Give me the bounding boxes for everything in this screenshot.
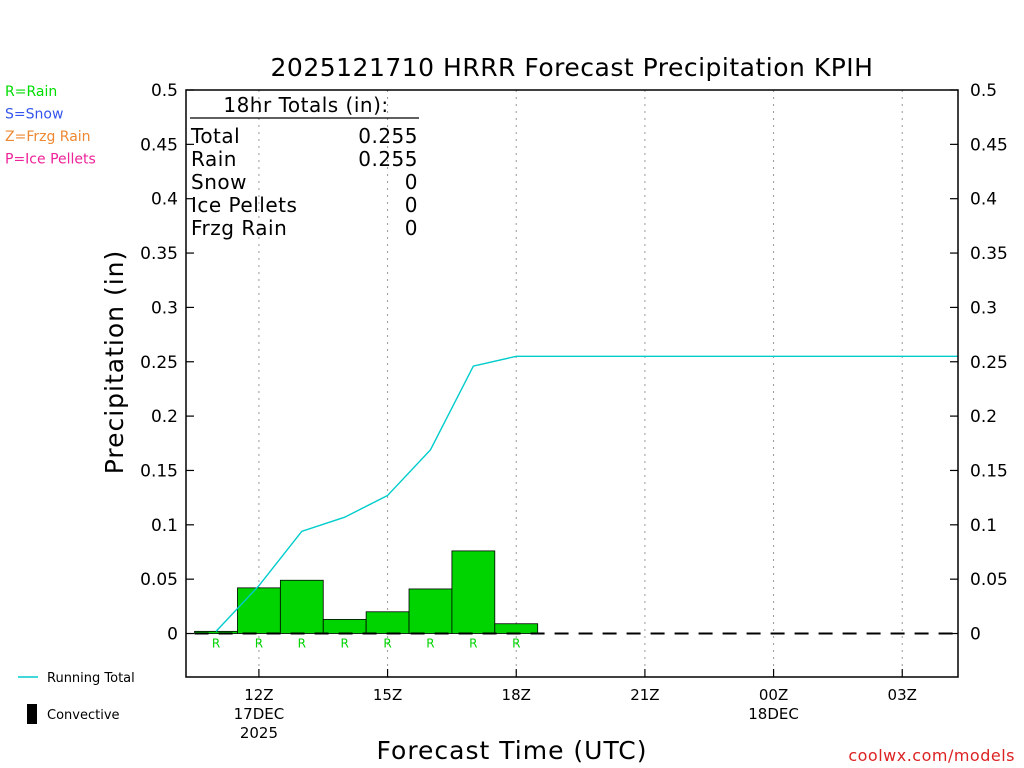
ptype-label: R bbox=[212, 637, 220, 651]
totals-row-label: Snow bbox=[191, 170, 247, 194]
totals-row-label: Ice Pellets bbox=[191, 193, 297, 217]
ptype-label: R bbox=[383, 637, 391, 651]
totals-row-value: 0 bbox=[405, 170, 418, 194]
y-tick-label-right: 0.4 bbox=[970, 190, 997, 210]
y-tick-label-left: 0.4 bbox=[151, 190, 178, 210]
ptype-legend-item: P=Ice Pellets bbox=[5, 152, 96, 168]
x-tick-label: 00Z bbox=[759, 686, 788, 704]
running-total-line bbox=[215, 355, 958, 632]
x-tick-year: 2025 bbox=[240, 724, 278, 742]
precip-bar bbox=[322, 618, 367, 634]
y-tick-label-left: 0.25 bbox=[140, 353, 178, 373]
y-tick-label-right: 0.35 bbox=[970, 244, 1008, 264]
x-tick-label: 21Z bbox=[630, 686, 659, 704]
running-total-legend-label: Running Total bbox=[47, 671, 135, 686]
totals-heading: 18hr Totals (in): bbox=[223, 93, 388, 117]
chart-title: 2025121710 HRRR Forecast Precipitation K… bbox=[271, 53, 874, 82]
x-tick-label: 15Z bbox=[373, 686, 402, 704]
x-tick-label: 03Z bbox=[888, 686, 917, 704]
y-tick-label-left: 0.45 bbox=[140, 135, 178, 155]
totals-row-label: Rain bbox=[191, 147, 237, 171]
convective-legend-label: Convective bbox=[47, 708, 120, 723]
ptype-label: R bbox=[512, 637, 520, 651]
plot-frame bbox=[185, 89, 959, 678]
credit-text: coolwx.com/models bbox=[848, 746, 1015, 765]
y-tick-label-left: 0.3 bbox=[151, 298, 178, 318]
precip-bar bbox=[365, 611, 410, 634]
y-tick-label-right: 0.3 bbox=[970, 298, 997, 318]
y-tick-label-left: 0.35 bbox=[140, 244, 178, 264]
totals-row-label: Total bbox=[190, 124, 240, 148]
ptype-label: R bbox=[426, 637, 434, 651]
y-tick-label-right: 0.45 bbox=[970, 135, 1008, 155]
totals-row-value: 0.255 bbox=[358, 124, 418, 148]
y-tick-label-left: 0.05 bbox=[140, 570, 178, 590]
ptype-label: R bbox=[255, 637, 263, 651]
x-tick-label: 18Z bbox=[502, 686, 531, 704]
precip-bar bbox=[237, 587, 281, 634]
convective-legend-swatch bbox=[27, 704, 37, 724]
ptype-label: R bbox=[469, 637, 477, 651]
precip-bar bbox=[408, 588, 453, 634]
ptype-legend-item: R=Rain bbox=[5, 84, 57, 100]
x-tick-date: 17DEC bbox=[234, 705, 285, 723]
totals-row-value: 0.255 bbox=[358, 147, 418, 171]
y-tick-label-right: 0.05 bbox=[970, 570, 1008, 590]
ptype-label: R bbox=[341, 637, 349, 651]
y-tick-label-right: 0.2 bbox=[970, 407, 997, 427]
y-axis-label: Precipitation (in) bbox=[100, 250, 129, 475]
ptype-legend-item: Z=Frzg Rain bbox=[5, 129, 91, 145]
y-tick-label-right: 0.25 bbox=[970, 353, 1008, 373]
precip-bar bbox=[494, 623, 539, 634]
x-tick-label: 12Z bbox=[244, 686, 273, 704]
ptype-label: R bbox=[298, 637, 306, 651]
y-tick-label-right: 0.15 bbox=[970, 461, 1008, 481]
x-axis-label: Forecast Time (UTC) bbox=[377, 736, 648, 765]
ptype-legend-item: S=Snow bbox=[5, 107, 63, 123]
totals-row-value: 0 bbox=[405, 216, 418, 240]
x-tick-date: 18DEC bbox=[748, 705, 799, 723]
y-tick-label-right: 0.5 bbox=[970, 81, 997, 101]
precip-bar bbox=[279, 579, 324, 634]
totals-row-value: 0 bbox=[405, 193, 418, 217]
y-tick-label-left: 0.15 bbox=[140, 461, 178, 481]
y-tick-label-left: 0.5 bbox=[151, 81, 178, 101]
precip-bar bbox=[451, 550, 496, 634]
y-tick-label-left: 0.1 bbox=[151, 516, 178, 536]
totals-row-label: Frzg Rain bbox=[191, 216, 287, 240]
y-tick-label-right: 0.1 bbox=[970, 516, 997, 536]
y-tick-label-left: 0.2 bbox=[151, 407, 178, 427]
y-tick-label-left: 0 bbox=[167, 625, 178, 645]
y-tick-label-right: 0 bbox=[970, 625, 981, 645]
